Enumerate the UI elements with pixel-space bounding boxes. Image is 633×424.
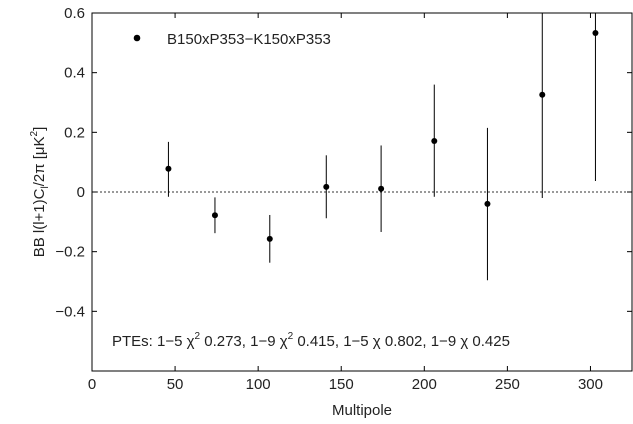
data-point	[539, 91, 546, 98]
x-tick-label: 200	[412, 376, 437, 393]
data-point	[431, 137, 438, 144]
pte-part-5: 0.415, 1−5 χ 0.802, 1−9 χ 0.425	[293, 333, 510, 350]
y-tick-label: 0.4	[64, 65, 85, 82]
y-tick-labels: 0.6 0.4 0.2 0 −0.2 −0.4	[55, 5, 85, 320]
x-tick-label: 0	[88, 376, 96, 393]
y-tick-label: 0	[77, 184, 85, 201]
x-tick-label: 300	[578, 376, 603, 393]
x-axis-label: Multipole	[332, 402, 392, 419]
data-point	[266, 235, 273, 242]
data-point	[378, 185, 385, 192]
data-points	[165, 29, 599, 242]
y-tick-label: −0.4	[55, 303, 85, 320]
x-tick-label: 50	[167, 376, 184, 393]
pte-annotation: PTEs: 1−5 χ2 0.273, 1−9 χ2 0.415, 1−5 χ …	[112, 331, 510, 350]
x-tick-labels: 0 50 100 150 200 250 300	[88, 376, 603, 393]
y-axis-label-sub: l	[40, 186, 51, 188]
y-axis-label: BB l(l+1)Cl/2π [μK2]	[29, 127, 51, 258]
y-axis-label-end: ]	[31, 127, 48, 131]
x-tick-label: 100	[246, 376, 271, 393]
axis-ticks	[91, 12, 632, 371]
pte-part-3: 0.273, 1−9 χ	[200, 333, 288, 350]
y-tick-label: 0.2	[64, 124, 85, 141]
data-point	[484, 200, 491, 207]
pte-part-1: PTEs: 1−5 χ	[112, 333, 195, 350]
y-axis-label-main: BB l(l+1)C	[31, 188, 48, 257]
data-point	[165, 165, 172, 172]
x-tick-label: 150	[329, 376, 354, 393]
pte-part-2: 2	[195, 331, 201, 342]
y-tick-label: −0.2	[55, 244, 85, 261]
x-tick-label: 250	[495, 376, 520, 393]
data-point	[323, 183, 330, 190]
y-axis-label-tail: /2π [μK	[31, 136, 48, 186]
legend-entry: B150xP353−K150xP353	[167, 31, 331, 48]
y-axis-label-sup: 2	[29, 130, 40, 136]
pte-part-4: 2	[288, 331, 294, 342]
y-tick-label: 0.6	[64, 5, 85, 22]
legend-marker	[133, 34, 141, 42]
data-point	[211, 212, 218, 219]
data-point	[592, 29, 599, 36]
